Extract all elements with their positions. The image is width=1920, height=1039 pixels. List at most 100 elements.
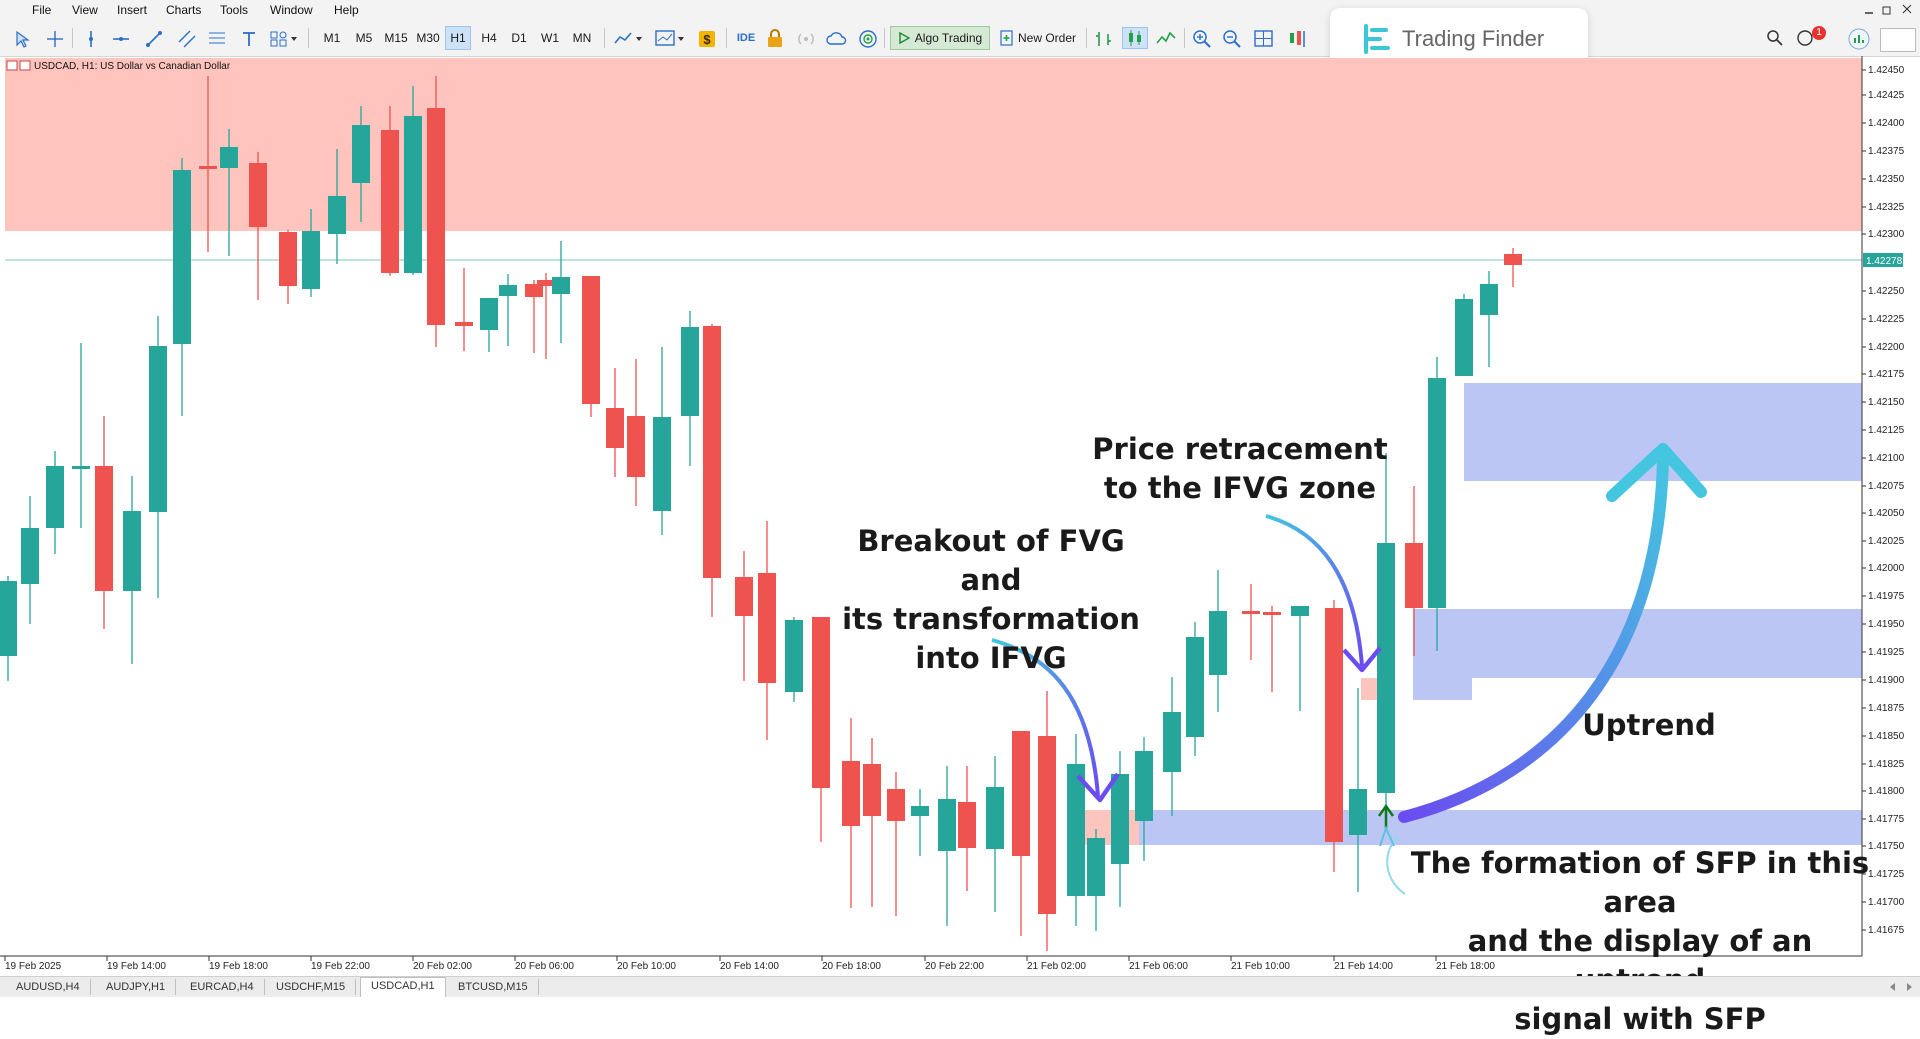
tab-scroll-icon[interactable] [1886,981,1916,993]
bearish-candle [537,280,555,286]
time-label: 20 Feb 22:00 [925,961,984,972]
chat-icon[interactable] [1796,29,1816,47]
price-label: 1.41925 [1868,647,1905,658]
tab-eurcad-h4[interactable]: EURCAD,H4 [180,979,265,995]
price-label: 1.42250 [1868,286,1905,297]
candlestick-icon[interactable] [1122,27,1148,49]
supply-zone [5,58,1862,231]
text-tool-icon[interactable] [240,30,258,48]
chart-window-icon-2 [19,60,31,71]
search-icon[interactable] [1766,29,1784,47]
line-chart-icon[interactable] [1156,29,1176,49]
chart-window[interactable]: 1.42450 1.42425 1.42400 1.42375 1.42350 1.423… [0,56,1920,1036]
time-label: 20 Feb 18:00 [822,961,881,972]
tf-d1[interactable]: D1 [511,31,527,45]
price-label: 1.42400 [1868,118,1905,129]
price-label: 1.42300 [1868,229,1905,240]
tile-windows-icon[interactable] [1254,29,1274,49]
menu-file[interactable]: File [32,3,52,17]
horizontal-line-icon[interactable] [112,30,130,48]
bullish-candle [0,581,17,656]
bearish-candle [627,416,645,477]
bearish-candle [842,761,860,826]
bullish-candle [302,231,320,289]
bullish-candle [552,277,570,294]
bullish-candle [404,116,422,273]
bearish-candle [199,166,217,169]
menu-charts[interactable]: Charts [166,3,202,17]
bearish-candle [958,802,976,848]
minimize-icon[interactable] [1864,5,1874,15]
tab-usdcad-h1[interactable]: USDCAD,H1 [360,977,446,997]
menu-view[interactable]: View [72,3,98,17]
price-label: 1.41975 [1868,591,1905,602]
tf-w1[interactable]: W1 [541,31,559,45]
tab-audjpy-h1[interactable]: AUDJPY,H1 [96,979,177,995]
bar-chart-icon[interactable] [1094,29,1114,49]
radar-icon[interactable] [858,29,878,49]
ifvg-zone [1361,678,1378,700]
autoscroll-icon[interactable] [1288,29,1308,49]
annotation-sfp: The formation of SFP in this area and th… [1410,846,1870,1036]
new-order-button[interactable]: New Order [996,26,1080,50]
tab-usdchf-m15[interactable]: USDCHF,M15 [266,979,357,995]
menu-help[interactable]: Help [334,3,359,17]
price-label: 1.41825 [1868,759,1905,770]
sfp-demand-zone [1079,810,1862,845]
lock-icon[interactable] [766,29,784,49]
tf-m15[interactable]: M15 [384,31,408,45]
tab-audusd-h4[interactable]: AUDUSD,H4 [6,979,91,995]
signal-icon[interactable] [796,30,816,48]
bullish-candle [480,298,498,330]
tab-btcusd-m15[interactable]: BTCUSD,M15 [448,979,539,995]
bearish-candle [863,764,881,816]
annotation-uptrend: Uptrend [1582,708,1716,742]
chart-type-icon[interactable] [614,30,644,48]
restore-icon[interactable] [1882,4,1892,16]
bullish-candle [220,147,238,168]
account-icon[interactable] [1848,28,1870,50]
menu-window[interactable]: Window [270,3,313,17]
logo-text: Trading Finder [1402,26,1545,51]
time-label: 19 Feb 18:00 [209,961,268,972]
trendline-icon[interactable] [145,30,163,48]
templates-icon[interactable] [655,29,687,49]
uptrend-arrow [1398,450,1669,823]
vertical-line-icon[interactable] [82,30,100,48]
shapes-dropdown-icon[interactable] [270,30,298,48]
notification-badge: 1 [1812,26,1826,40]
tf-mn[interactable]: MN [572,31,592,45]
toolbar: M1 M5 M15 M30 H1 H4 D1 W1 MN $ IDE Algo … [0,20,1920,57]
time-label: 21 Feb 14:00 [1334,961,1393,972]
bearish-candle [1504,254,1522,265]
menu-insert[interactable]: Insert [117,3,148,17]
tf-h4[interactable]: H4 [481,31,497,45]
cursor-icon[interactable] [14,30,32,48]
price-label: 1.42025 [1868,536,1905,547]
sfp-signal-arrow [1377,803,1395,828]
zoom-out-icon[interactable] [1222,29,1242,49]
tf-m30[interactable]: M30 [416,31,440,45]
zoom-in-icon[interactable] [1192,29,1212,49]
ide-button[interactable]: IDE [736,32,756,44]
bullish-candle [173,170,191,344]
tf-h1[interactable]: H1 [445,26,471,50]
tf-m5[interactable]: M5 [355,31,373,45]
bearish-candle [427,108,445,325]
bullish-candle [1087,838,1105,896]
close-icon[interactable] [1902,4,1912,14]
bearish-candle [95,466,113,591]
fibonacci-icon[interactable] [208,30,226,48]
bullish-candle [72,466,90,469]
channel-icon[interactable] [178,30,196,48]
cloud-icon[interactable] [826,29,848,49]
bearish-candle [1012,731,1030,856]
market-watch-panel-icon[interactable] [1880,28,1916,52]
menu-tools[interactable]: Tools [220,3,249,17]
tf-m1[interactable]: M1 [323,31,341,45]
annotation-breakout: Breakout of FVG and its transformation i… [842,524,1140,675]
price-chart[interactable]: 1.42450 1.42425 1.42400 1.42375 1.42350 1.423… [0,56,1920,976]
dollar-icon[interactable]: $ [697,29,717,49]
algo-trading-button[interactable]: Algo Trading [890,26,990,50]
crosshair-icon[interactable] [46,30,64,48]
